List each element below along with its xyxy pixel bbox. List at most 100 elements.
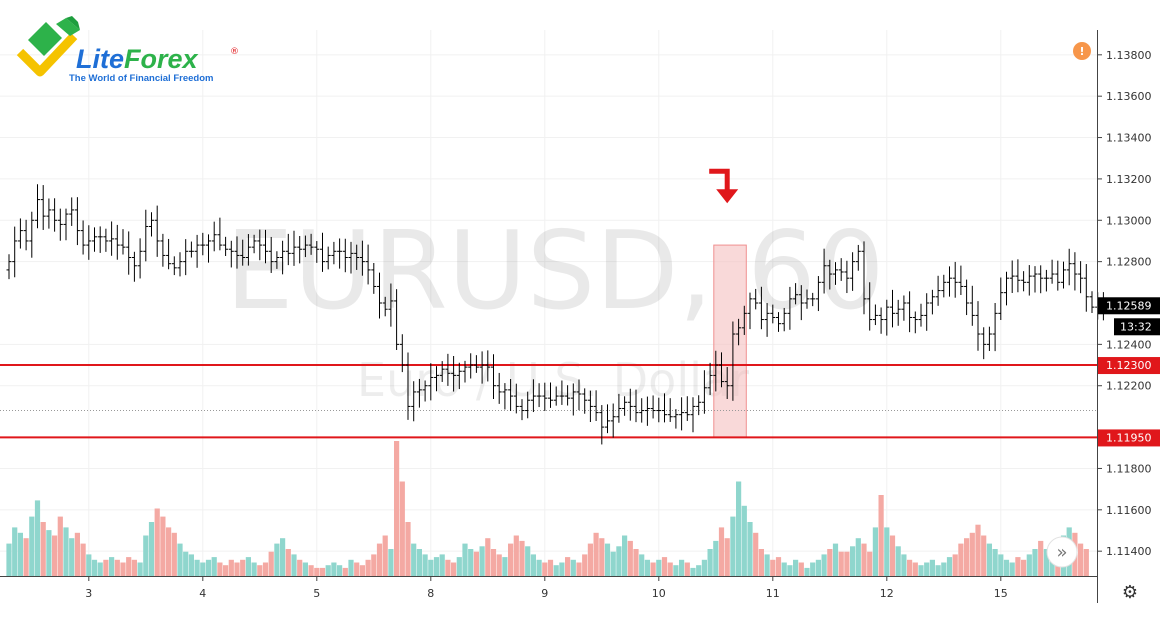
price-bar [673, 409, 679, 429]
price-bar [377, 272, 382, 319]
price-bar [701, 370, 707, 414]
volume-bar [844, 551, 850, 576]
price-bar [998, 277, 1004, 320]
horizontal-levels[interactable] [0, 364, 1097, 439]
price-tag-label: 1.12589 [1106, 299, 1152, 312]
price-bar [992, 302, 998, 352]
price-bar [337, 238, 343, 269]
price-bar [929, 289, 935, 315]
volume-bar [741, 505, 747, 576]
volume-bar [240, 559, 246, 576]
volume-bar [810, 562, 816, 576]
watermark: EURUSD, 60 Euro / U.S. Dollar [225, 209, 884, 407]
price-bar [6, 254, 12, 280]
price-bar [513, 383, 519, 414]
price-bar [485, 350, 491, 382]
volume-bar [889, 535, 896, 576]
time-axis-ticks[interactable]: 3 4 5 8 9 10 11 12 15 [85, 576, 1008, 600]
volume-bar [80, 543, 86, 576]
price-bar [815, 276, 821, 312]
volume-bar [280, 538, 286, 576]
price-bar [747, 292, 753, 330]
volume-bar [371, 554, 377, 576]
volume-bar [918, 565, 924, 576]
alert-badge[interactable]: ! [1073, 42, 1091, 60]
price-bar [844, 260, 850, 294]
price-axis-ticks[interactable]: 1.13800 1.13600 1.13400 1.13200 1.13000 1.128… [1097, 49, 1152, 558]
volume-bar [513, 535, 519, 576]
price-bar [787, 286, 793, 330]
price-bar [810, 292, 816, 307]
volume-bar [468, 549, 474, 576]
volume-bar [525, 546, 531, 576]
volume-bar [661, 557, 668, 576]
price-bar [234, 236, 240, 269]
volume-bar [673, 565, 679, 576]
price-bar [872, 304, 878, 326]
volume-bar [257, 565, 263, 576]
price-bar [553, 386, 559, 406]
volume-bar [12, 527, 18, 576]
price-bar [74, 197, 80, 246]
price-bar [251, 234, 257, 254]
volume-bar [479, 546, 485, 576]
price-bar [804, 289, 810, 309]
volume-bar [394, 441, 400, 576]
price-bar [525, 391, 531, 419]
price-bar [120, 229, 126, 255]
volume-bar [718, 527, 725, 576]
price-bar [171, 256, 177, 276]
settings-button[interactable]: ⚙ [1122, 582, 1138, 603]
watermark-symbol: EURUSD, 60 [225, 209, 884, 334]
volume-bar [325, 565, 331, 576]
volume-bar [331, 562, 337, 576]
price-bar [1015, 259, 1021, 293]
down-arrow-annotation [709, 168, 739, 204]
volume-bar [616, 546, 622, 576]
volume-bar [502, 557, 508, 576]
volume-bar [1021, 559, 1027, 576]
price-bar [867, 282, 873, 331]
price-tick-label: 1.13000 [1106, 214, 1152, 227]
price-tick-label: 1.13600 [1106, 90, 1152, 103]
volume-bar [23, 538, 29, 576]
price-bar [639, 398, 645, 423]
exclamation-icon: ! [1079, 45, 1084, 58]
volume-bar [542, 562, 548, 576]
price-bar [399, 334, 405, 373]
volume-bar [439, 554, 445, 576]
volume-bar [223, 565, 229, 576]
price-bar [17, 218, 23, 249]
volume-bar [40, 522, 46, 576]
volume-bar [832, 543, 839, 576]
price-bar [103, 228, 109, 252]
price-bar [576, 379, 582, 411]
volume-bar [217, 562, 223, 576]
price-bar [605, 404, 610, 434]
volume-bar [6, 543, 12, 576]
price-bar [268, 236, 274, 273]
volume-bar [445, 559, 451, 576]
volume-bar [707, 549, 713, 576]
volume-bar [422, 554, 428, 576]
price-tag-bg [1098, 429, 1160, 447]
price-bar [291, 230, 297, 266]
price-tags: 1.12589 13:32 1.12300 1.11950 [1098, 297, 1160, 447]
price-bar [109, 221, 115, 256]
volume-bar [428, 559, 434, 576]
price-bar [422, 380, 428, 402]
scroll-to-realtime-button[interactable]: » [1046, 536, 1078, 568]
price-bar [559, 380, 565, 405]
price-bar [365, 244, 371, 285]
volume-bar [388, 549, 394, 576]
price-bar [166, 238, 172, 270]
price-bar [776, 312, 781, 332]
time-tick-label: 15 [994, 587, 1008, 600]
time-tick-label: 9 [541, 587, 548, 600]
volume-bar [684, 562, 690, 576]
price-bar [644, 396, 650, 426]
volume-bar [57, 516, 63, 576]
price-bar [901, 295, 907, 321]
volume-bar [337, 565, 343, 576]
